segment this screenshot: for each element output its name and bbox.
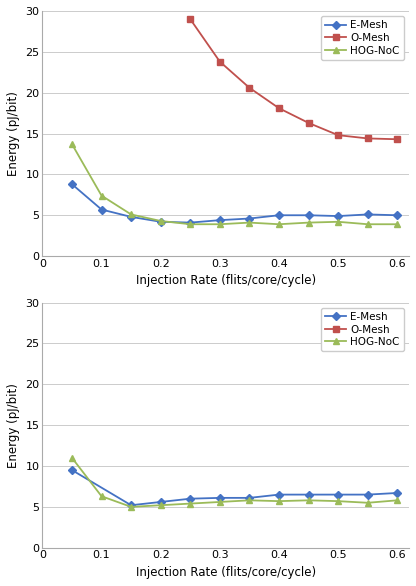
Line: HOG-NoC: HOG-NoC [69,455,400,510]
HOG-NoC [129,503,134,510]
E-Mesh [306,491,311,498]
E-Mesh [158,218,163,225]
Line: HOG-NoC: HOG-NoC [69,141,400,227]
E-Mesh [217,495,222,502]
E-Mesh [129,213,134,220]
O-Mesh [188,16,193,23]
E-Mesh [99,206,104,213]
E-Mesh [336,491,341,498]
O-Mesh [395,331,400,338]
HOG-NoC [306,219,311,226]
E-Mesh [217,217,222,224]
HOG-NoC [217,221,222,228]
Line: O-Mesh: O-Mesh [335,316,400,337]
E-Mesh [277,212,282,219]
HOG-NoC [365,221,370,228]
X-axis label: Injection Rate (flits/core/cycle): Injection Rate (flits/core/cycle) [136,566,316,579]
HOG-NoC [129,211,134,218]
E-Mesh [129,502,134,509]
E-Mesh [395,212,400,219]
HOG-NoC [158,502,163,509]
HOG-NoC [247,219,252,226]
E-Mesh [188,495,193,502]
Line: O-Mesh: O-Mesh [188,16,400,142]
HOG-NoC [306,497,311,504]
HOG-NoC [336,498,341,505]
HOG-NoC [336,218,341,225]
HOG-NoC [277,498,282,505]
X-axis label: Injection Rate (flits/core/cycle): Injection Rate (flits/core/cycle) [136,274,316,288]
Legend: E-Mesh, O-Mesh, HOG-NoC: E-Mesh, O-Mesh, HOG-NoC [321,16,404,60]
E-Mesh [365,211,370,218]
HOG-NoC [395,221,400,228]
O-Mesh [365,135,370,142]
E-Mesh [247,495,252,502]
HOG-NoC [277,221,282,228]
E-Mesh [277,491,282,498]
Line: E-Mesh: E-Mesh [69,182,400,226]
HOG-NoC [365,499,370,506]
Line: E-Mesh: E-Mesh [69,467,400,508]
Y-axis label: Energy (pJ/bit): Energy (pJ/bit) [7,91,20,176]
HOG-NoC [99,192,104,199]
HOG-NoC [69,454,74,461]
HOG-NoC [158,217,163,224]
HOG-NoC [99,493,104,500]
O-Mesh [336,315,341,322]
O-Mesh [395,136,400,143]
Legend: E-Mesh, O-Mesh, HOG-NoC: E-Mesh, O-Mesh, HOG-NoC [321,308,404,351]
O-Mesh [306,120,311,127]
HOG-NoC [69,141,74,148]
O-Mesh [277,105,282,112]
E-Mesh [69,466,74,473]
HOG-NoC [247,497,252,504]
E-Mesh [247,215,252,222]
E-Mesh [188,219,193,226]
E-Mesh [158,499,163,506]
HOG-NoC [217,499,222,506]
E-Mesh [395,489,400,496]
Y-axis label: Energy (pJ/bit): Energy (pJ/bit) [7,383,20,468]
HOG-NoC [395,497,400,504]
HOG-NoC [188,221,193,228]
E-Mesh [365,491,370,498]
E-Mesh [69,180,74,188]
O-Mesh [365,329,370,336]
O-Mesh [336,132,341,139]
E-Mesh [336,213,341,220]
O-Mesh [247,84,252,91]
O-Mesh [217,58,222,65]
E-Mesh [306,212,311,219]
HOG-NoC [188,500,193,507]
